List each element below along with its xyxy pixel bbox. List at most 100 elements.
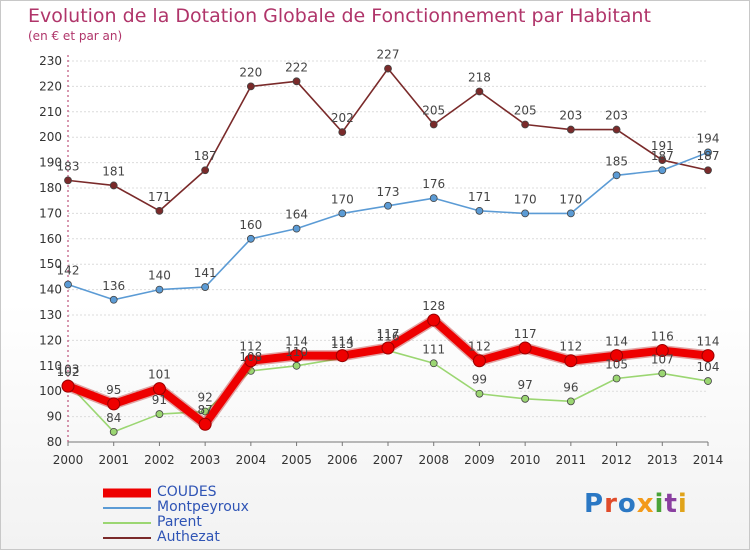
data-label: 185 — [605, 154, 628, 168]
data-label: 97 — [518, 378, 533, 392]
data-label: 170 — [331, 192, 354, 206]
data-label: 205 — [422, 104, 445, 118]
data-point — [566, 397, 575, 406]
data-label: 171 — [148, 190, 171, 204]
data-label: 92 — [198, 391, 213, 405]
x-tick-label: 2006 — [327, 453, 358, 467]
y-tick-label: 230 — [39, 54, 62, 68]
data-label: 107 — [651, 352, 674, 366]
data-point — [335, 349, 349, 363]
data-label: 112 — [239, 340, 262, 354]
data-point — [61, 379, 75, 393]
y-tick-label: 170 — [39, 206, 62, 220]
x-tick-label: 2005 — [281, 453, 312, 467]
data-point — [292, 224, 301, 233]
x-tick-label: 2010 — [510, 453, 541, 467]
data-point — [384, 64, 392, 73]
data-label: 110 — [285, 345, 308, 359]
data-point — [429, 359, 438, 368]
data-label: 141 — [194, 266, 217, 280]
data-point — [427, 313, 441, 327]
data-point — [201, 283, 210, 291]
data-point — [64, 280, 72, 289]
data-point — [64, 176, 72, 185]
data-label: 91 — [152, 393, 167, 407]
data-point — [152, 382, 166, 396]
data-point — [155, 285, 164, 294]
data-point — [155, 410, 164, 418]
data-label: 114 — [285, 335, 308, 349]
data-point — [655, 344, 669, 358]
data-point — [201, 407, 210, 416]
data-point — [290, 349, 304, 363]
data-point — [381, 341, 395, 355]
y-tick-label: 110 — [39, 359, 62, 373]
data-point — [246, 234, 255, 243]
data-label: 128 — [422, 299, 445, 313]
data-point — [610, 349, 624, 363]
data-label: 101 — [148, 368, 171, 382]
data-label: 103 — [57, 363, 80, 377]
x-tick-label: 2012 — [601, 453, 632, 467]
data-point — [338, 128, 347, 137]
data-label: 171 — [468, 190, 491, 204]
data-point — [658, 156, 667, 164]
data-label: 114 — [605, 335, 628, 349]
data-point — [566, 209, 575, 218]
data-point — [704, 377, 712, 385]
y-tick-label: 180 — [39, 181, 62, 195]
data-point — [384, 201, 392, 210]
legend-label: Authezat — [157, 529, 220, 545]
data-label: 218 — [468, 70, 491, 84]
data-point — [429, 194, 438, 203]
data-point — [198, 417, 212, 431]
data-label: 160 — [239, 218, 262, 232]
data-label: 181 — [102, 164, 125, 178]
x-tick-label: 2003 — [190, 453, 221, 467]
y-tick-label: 200 — [39, 130, 62, 144]
data-label: 108 — [239, 350, 262, 364]
y-tick-label: 150 — [39, 257, 62, 271]
data-label: 140 — [148, 269, 171, 283]
data-label: 117 — [377, 327, 400, 341]
y-tick-label: 90 — [47, 410, 62, 424]
data-label: 187 — [194, 149, 217, 163]
y-tick-label: 220 — [39, 79, 62, 93]
data-point — [521, 394, 530, 403]
data-label: 227 — [377, 48, 400, 62]
data-label: 112 — [468, 340, 491, 354]
data-point — [244, 354, 258, 368]
data-point — [564, 354, 578, 368]
x-tick-label: 2009 — [464, 453, 495, 467]
data-label: 142 — [57, 264, 80, 278]
data-label: 170 — [559, 192, 582, 206]
data-label: 116 — [377, 330, 400, 344]
y-tick-label: 80 — [47, 435, 62, 449]
data-label: 222 — [285, 60, 308, 74]
data-point — [292, 361, 301, 370]
data-label: 104 — [697, 360, 720, 374]
y-tick-label: 140 — [39, 283, 62, 297]
legend-label: Parent — [157, 514, 202, 530]
x-tick-label: 2011 — [556, 453, 587, 467]
proxiti-logo: Proxiti — [584, 489, 688, 519]
data-label: 114 — [331, 335, 354, 349]
data-point — [109, 427, 118, 436]
data-label: 111 — [422, 342, 445, 356]
x-tick-label: 2014 — [693, 453, 724, 467]
data-label: 116 — [651, 330, 674, 344]
data-label: 112 — [559, 340, 582, 354]
legend-label: COUDES — [157, 484, 217, 500]
data-label: 99 — [472, 373, 487, 387]
data-point — [107, 397, 121, 411]
data-label: 170 — [514, 192, 537, 206]
data-label: 203 — [559, 109, 582, 123]
y-tick-label: 100 — [39, 384, 62, 398]
y-tick-label: 120 — [39, 333, 62, 347]
data-label: 202 — [331, 111, 354, 125]
data-point — [472, 354, 486, 368]
data-point — [429, 120, 438, 129]
data-point — [704, 148, 712, 157]
data-point — [155, 206, 164, 215]
